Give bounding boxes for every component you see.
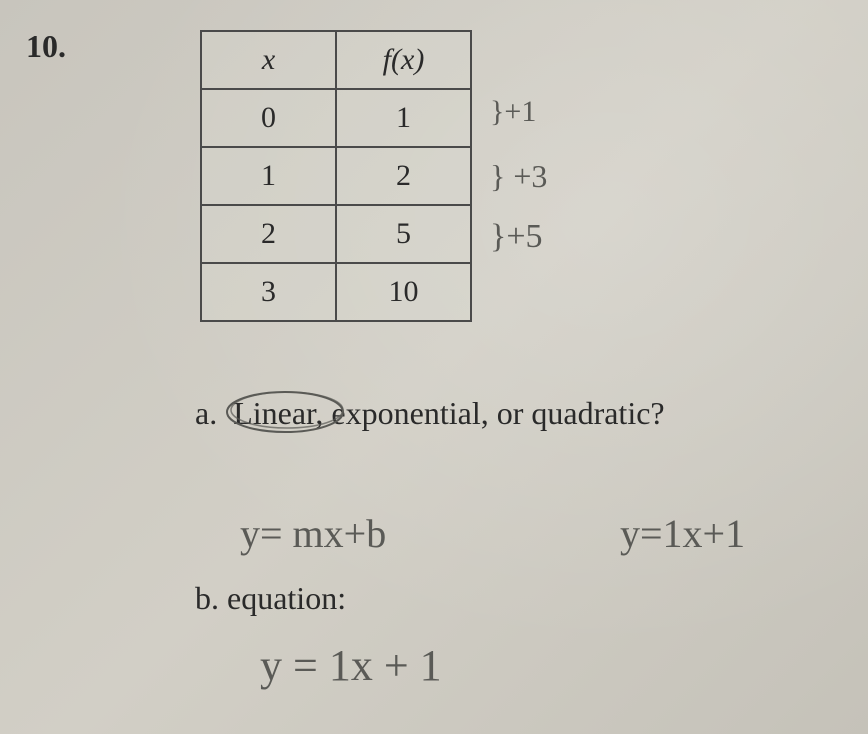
handwritten-difference-2: } +3 (490, 158, 547, 195)
table-header-row: x f(x) (201, 31, 471, 89)
handwritten-equation-attempt: y=1x+1 (620, 510, 745, 557)
handwritten-final-answer: y = 1x + 1 (260, 640, 442, 691)
table-row: 0 1 (201, 89, 471, 147)
circled-answer: Linear, (233, 395, 323, 432)
cell-fx: 1 (336, 89, 471, 147)
circled-text: Linear, (233, 395, 323, 431)
part-a: a. Linear, exponential, or quadratic? (195, 395, 665, 432)
part-b-label: b. (195, 580, 219, 616)
table-row: 3 10 (201, 263, 471, 321)
header-x: x (201, 31, 336, 89)
cell-x: 0 (201, 89, 336, 147)
cell-x: 2 (201, 205, 336, 263)
part-a-label: a. (195, 395, 217, 431)
problem-number: 10. (26, 28, 66, 65)
cell-x: 3 (201, 263, 336, 321)
cell-fx: 5 (336, 205, 471, 263)
handwritten-equation-template: y= mx+b (240, 510, 386, 557)
cell-x: 1 (201, 147, 336, 205)
cell-fx: 2 (336, 147, 471, 205)
header-fx: f(x) (336, 31, 471, 89)
part-b: b. equation: (195, 580, 346, 617)
cell-fx: 10 (336, 263, 471, 321)
table-row: 2 5 (201, 205, 471, 263)
function-table: x f(x) 0 1 1 2 2 5 3 10 (200, 30, 472, 322)
handwritten-difference-3: }+5 (490, 218, 543, 256)
part-b-text: equation: (227, 580, 346, 616)
table-row: 1 2 (201, 147, 471, 205)
handwritten-difference-1: }+1 (490, 95, 536, 129)
part-a-rest: exponential, or quadratic? (323, 395, 664, 431)
